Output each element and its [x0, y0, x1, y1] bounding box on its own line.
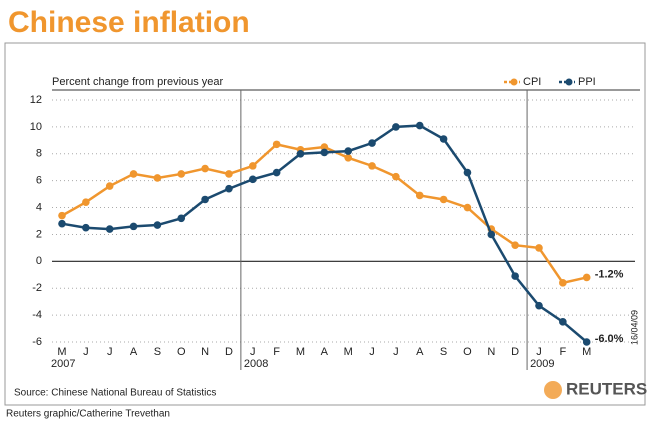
data-point	[559, 318, 567, 326]
data-point	[201, 195, 209, 204]
x-tick-label: F	[273, 346, 280, 358]
data-point	[344, 147, 353, 155]
legend-dot	[510, 78, 518, 86]
legend-label: CPI	[523, 76, 541, 88]
frame	[4, 42, 646, 406]
data-point	[368, 162, 376, 170]
data-point	[463, 168, 472, 177]
data-point	[82, 198, 90, 206]
value-label: -6.0%	[595, 333, 624, 345]
x-tick-label: J	[83, 346, 89, 358]
data-point	[487, 230, 496, 239]
data-point	[249, 175, 257, 184]
data-point	[129, 222, 138, 231]
data-point	[368, 139, 376, 147]
x-tick-label: A	[130, 346, 138, 358]
x-tick-label: M	[296, 346, 305, 358]
x-tick-label: M	[344, 346, 353, 358]
x-tick-label: O	[463, 346, 472, 358]
data-point	[129, 170, 138, 178]
data-point	[153, 221, 162, 229]
y-tick-label: 0	[36, 255, 42, 267]
y-tick-label: 2	[36, 228, 42, 240]
logo-mark	[544, 381, 562, 399]
x-tick-label: A	[321, 346, 329, 358]
chart-title: Chinese inflation	[8, 6, 250, 39]
year-label: 2008	[244, 358, 268, 370]
data-point	[582, 273, 591, 282]
y-tick-label: 6	[36, 175, 42, 187]
x-tick-label: S	[154, 346, 161, 358]
data-point	[58, 219, 66, 228]
data-point	[225, 170, 233, 178]
logo: REUTERS	[566, 379, 647, 398]
x-tick-label: D	[225, 346, 233, 358]
x-tick-label: J	[369, 346, 375, 358]
y-axis-label: Percent change from previous year	[52, 76, 224, 88]
y-tick-label: -4	[32, 309, 42, 321]
data-point	[511, 241, 519, 249]
series-line	[61, 124, 588, 343]
data-point	[272, 168, 281, 177]
data-point	[439, 195, 448, 204]
x-tick-label: J	[536, 346, 542, 358]
source: Source: Chinese National Bureau of Stati…	[14, 388, 216, 399]
legend-dot	[565, 78, 573, 86]
x-tick-label: D	[511, 346, 519, 358]
x-tick-label: M	[582, 346, 591, 358]
data-point	[272, 140, 281, 149]
y-tick-label: 4	[36, 201, 42, 213]
x-tick-label: A	[416, 346, 424, 358]
x-tick-label: J	[393, 346, 399, 358]
data-point	[535, 301, 543, 310]
y-tick-label: 10	[30, 121, 42, 133]
x-tick-label: J	[107, 346, 113, 358]
x-tick-label: O	[177, 346, 186, 358]
data-point	[105, 182, 114, 190]
data-point	[153, 174, 162, 182]
data-point	[201, 164, 209, 173]
y-tick-label: 12	[30, 94, 42, 106]
data-point	[177, 170, 186, 178]
x-tick-label: F	[559, 346, 566, 358]
y-tick-label: 8	[36, 148, 42, 160]
data-point	[463, 203, 472, 212]
x-tick-label: M	[57, 346, 66, 358]
x-tick-label: N	[487, 346, 495, 358]
data-point	[105, 225, 114, 233]
data-point	[58, 211, 66, 220]
date-stamp: 16/04/09	[629, 310, 639, 345]
data-point	[511, 272, 519, 280]
year-label: 2007	[51, 358, 75, 370]
value-label: -1.2%	[595, 268, 624, 280]
data-point	[392, 172, 400, 181]
credit: Reuters graphic/Catherine Trevethan	[6, 409, 170, 420]
x-tick-label: S	[440, 346, 447, 358]
data-point	[296, 149, 305, 158]
data-point	[415, 191, 424, 200]
legend-label: PPI	[578, 76, 596, 88]
data-point	[82, 223, 90, 232]
data-point	[249, 162, 257, 170]
data-point	[439, 135, 448, 143]
y-tick-label: -2	[32, 282, 42, 294]
data-point	[344, 154, 353, 162]
year-label: 2009	[530, 358, 554, 370]
y-tick-label: -6	[32, 336, 42, 348]
data-point	[320, 148, 329, 157]
data-point	[177, 214, 186, 223]
data-point	[582, 338, 591, 346]
x-tick-label: N	[201, 346, 209, 358]
data-point	[225, 184, 233, 193]
data-point	[559, 279, 567, 287]
data-point	[320, 143, 329, 151]
data-point	[392, 123, 400, 131]
data-point	[415, 121, 424, 130]
data-point	[535, 244, 543, 252]
x-tick-label: J	[250, 346, 256, 358]
